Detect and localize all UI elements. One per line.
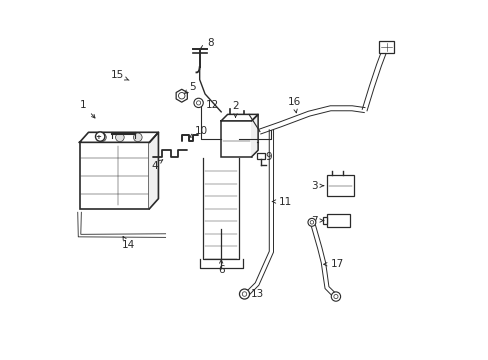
FancyBboxPatch shape	[257, 153, 264, 159]
Circle shape	[330, 292, 340, 301]
Text: 3: 3	[311, 181, 323, 191]
Circle shape	[95, 132, 104, 141]
Polygon shape	[221, 114, 258, 121]
Circle shape	[115, 133, 124, 141]
Text: 8: 8	[200, 38, 213, 49]
FancyBboxPatch shape	[326, 214, 349, 227]
Circle shape	[98, 133, 106, 141]
Text: 6: 6	[218, 260, 224, 275]
Text: 11: 11	[272, 197, 291, 207]
Text: 17: 17	[323, 259, 343, 269]
Text: 5: 5	[183, 82, 195, 94]
Text: 10: 10	[189, 126, 208, 137]
FancyBboxPatch shape	[80, 142, 149, 209]
Text: 2: 2	[232, 102, 238, 117]
Text: 13: 13	[244, 289, 264, 299]
Text: 4: 4	[151, 160, 163, 171]
Polygon shape	[251, 114, 258, 157]
Circle shape	[309, 221, 313, 224]
Text: 12: 12	[199, 100, 219, 111]
FancyBboxPatch shape	[326, 175, 353, 196]
Text: 1: 1	[80, 100, 95, 118]
Text: 14: 14	[121, 237, 134, 250]
Circle shape	[239, 289, 249, 299]
FancyBboxPatch shape	[378, 41, 393, 53]
Polygon shape	[80, 132, 158, 142]
Text: 16: 16	[287, 97, 300, 113]
Circle shape	[194, 98, 203, 108]
Circle shape	[333, 294, 337, 299]
Polygon shape	[176, 89, 187, 102]
Circle shape	[178, 93, 184, 99]
FancyBboxPatch shape	[221, 121, 251, 157]
Circle shape	[307, 219, 315, 226]
Text: 7: 7	[311, 216, 323, 225]
Text: +: +	[95, 134, 101, 140]
Text: 9: 9	[258, 152, 271, 162]
Polygon shape	[149, 132, 158, 209]
Circle shape	[196, 101, 200, 105]
FancyBboxPatch shape	[322, 217, 326, 224]
Circle shape	[242, 292, 246, 296]
Circle shape	[133, 133, 142, 141]
Text: 15: 15	[110, 70, 129, 80]
